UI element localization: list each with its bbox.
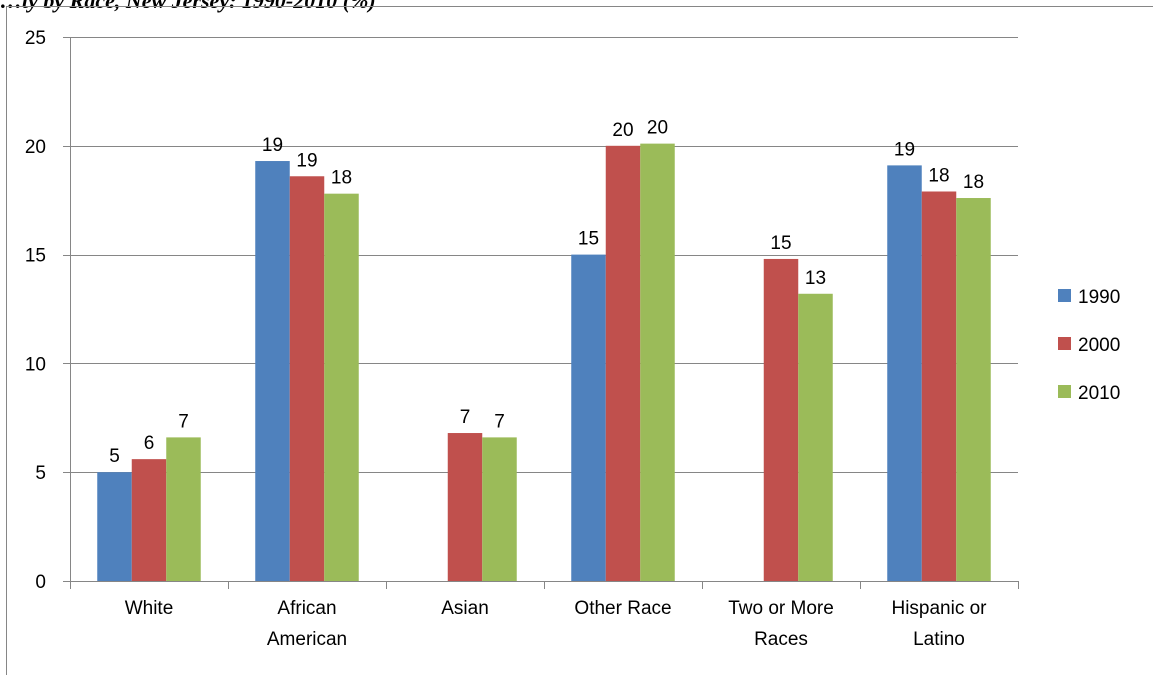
bar-2010 (166, 437, 201, 581)
bar-2010 (324, 193, 359, 581)
y-tick-label: 20 (25, 137, 46, 158)
data-label: 15 (770, 233, 791, 254)
legend-label-2000: 2000 (1078, 335, 1120, 356)
data-label: 6 (144, 433, 155, 454)
legend-label-2010: 2010 (1078, 383, 1120, 404)
data-label: 5 (109, 446, 120, 467)
y-tick-label: 25 (25, 28, 46, 49)
data-label: 20 (647, 118, 668, 139)
bar-2000 (605, 145, 641, 582)
data-label: 19 (894, 139, 915, 160)
y-tick-label: 0 (35, 572, 46, 593)
legend-swatch-1990 (1058, 289, 1071, 302)
category-label: Asian (441, 598, 489, 619)
y-tick-label: 15 (25, 246, 46, 267)
data-label: 18 (963, 172, 984, 193)
bar-2000 (447, 433, 483, 581)
bar-2000 (289, 176, 325, 582)
data-label: 20 (612, 120, 633, 141)
bar-2000 (921, 191, 957, 581)
data-label: 19 (296, 150, 317, 171)
data-label: 7 (494, 411, 505, 432)
category-label: Two or More Races (728, 598, 834, 650)
data-label: 15 (578, 229, 599, 250)
bar-1990 (255, 161, 290, 582)
category-label: Hispanic or Latino (891, 598, 987, 650)
legend-swatch-2010 (1058, 385, 1071, 398)
bar-2010 (482, 437, 517, 581)
bar-1990 (571, 254, 606, 581)
y-tick-label: 10 (25, 354, 46, 375)
data-label: 13 (805, 268, 826, 289)
bar-2010 (956, 198, 991, 582)
bar-2000 (763, 258, 799, 581)
category-label: Other Race (574, 598, 671, 619)
legend-label-1990: 1990 (1078, 287, 1120, 308)
data-label: 7 (460, 407, 471, 428)
data-label: 19 (262, 135, 283, 156)
data-label: 7 (178, 411, 189, 432)
bar-2010 (798, 293, 833, 581)
category-label: African American (267, 598, 347, 650)
category-label: White (125, 598, 174, 619)
bar-1990 (97, 472, 132, 581)
legend-swatch-2000 (1058, 337, 1071, 350)
data-label: 18 (331, 168, 352, 189)
bar-2010 (640, 143, 675, 581)
y-tick-label: 5 (35, 463, 46, 484)
bar-1990 (887, 165, 922, 581)
chart-border (6, 6, 1153, 675)
data-label: 18 (928, 165, 949, 186)
bar-2000 (131, 459, 167, 581)
